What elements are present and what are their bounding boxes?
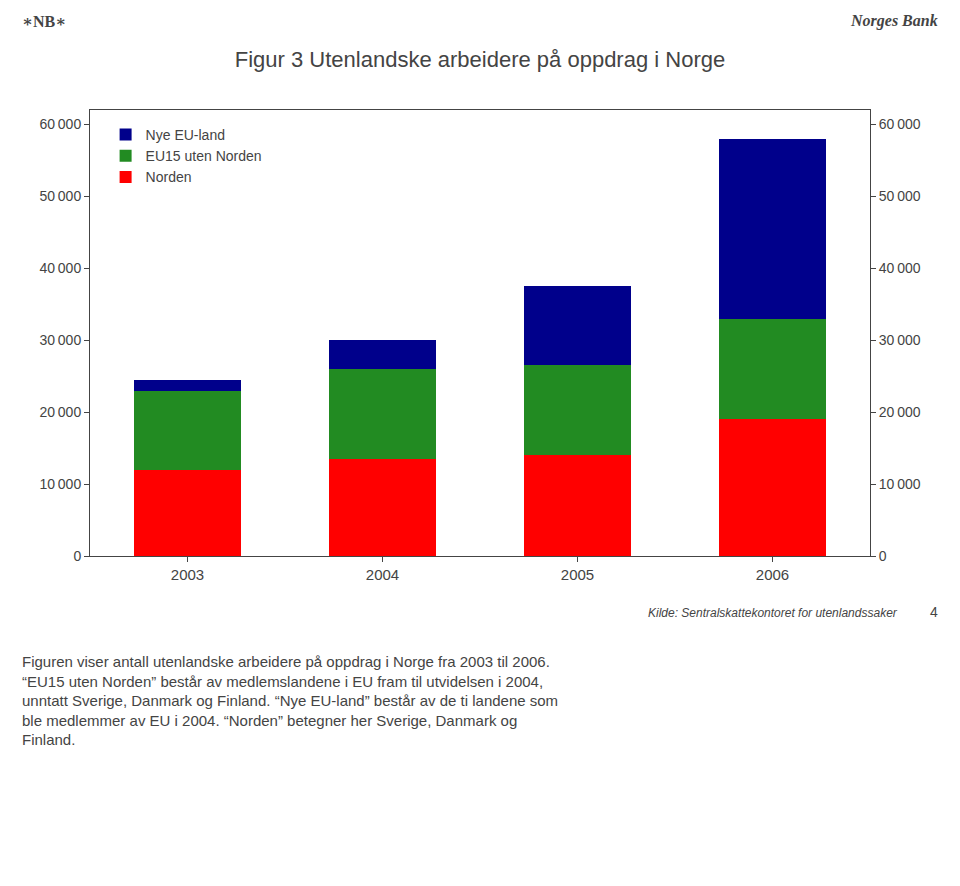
svg-text:20 000: 20 000	[39, 404, 81, 420]
svg-text:Norden: Norden	[146, 169, 192, 185]
svg-text:Nye EU-land: Nye EU-land	[146, 127, 225, 143]
svg-text:2003: 2003	[171, 566, 204, 583]
svg-text:50 000: 50 000	[39, 188, 81, 204]
svg-text:0: 0	[879, 548, 887, 564]
svg-text:2004: 2004	[366, 566, 399, 583]
svg-text:∗NB∗: ∗NB∗	[22, 13, 66, 30]
svg-text:0: 0	[73, 548, 81, 564]
svg-text:2006: 2006	[756, 566, 789, 583]
svg-text:60 000: 60 000	[879, 116, 921, 132]
svg-text:EU15 uten Norden: EU15 uten Norden	[146, 148, 262, 164]
svg-text:10 000: 10 000	[39, 476, 81, 492]
svg-text:Kilde: Sentralskattekontoret f: Kilde: Sentralskattekontoret for utenlan…	[648, 606, 898, 620]
svg-text:20 000: 20 000	[879, 404, 921, 420]
svg-text:4: 4	[930, 604, 938, 620]
svg-text:Figur 3 Utenlandske arbeidere: Figur 3 Utenlandske arbeidere på oppdrag…	[235, 47, 725, 72]
svg-text:30 000: 30 000	[39, 332, 81, 348]
svg-text:10 000: 10 000	[879, 476, 921, 492]
svg-text:40 000: 40 000	[39, 260, 81, 276]
svg-text:50 000: 50 000	[879, 188, 921, 204]
svg-text:30 000: 30 000	[879, 332, 921, 348]
svg-text:40 000: 40 000	[879, 260, 921, 276]
svg-text:2005: 2005	[561, 566, 594, 583]
svg-text:Figuren viser antall utenlands: Figuren viser antall utenlandske arbeide…	[22, 653, 558, 748]
svg-text:Norges Bank: Norges Bank	[850, 12, 938, 30]
svg-text:60 000: 60 000	[39, 116, 81, 132]
